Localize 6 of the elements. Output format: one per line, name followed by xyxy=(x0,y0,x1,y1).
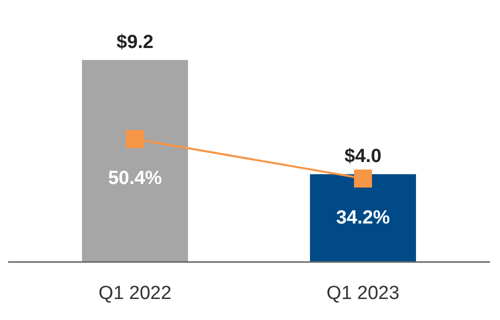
data-label: 50.4% xyxy=(108,168,162,189)
data-label: $9.2 xyxy=(116,32,154,53)
x-tick-label: Q1 2023 xyxy=(326,283,400,304)
data-label: 34.2% xyxy=(336,208,390,229)
data-label: $4.0 xyxy=(344,146,382,168)
x-tick-label: Q1 2022 xyxy=(98,283,172,304)
